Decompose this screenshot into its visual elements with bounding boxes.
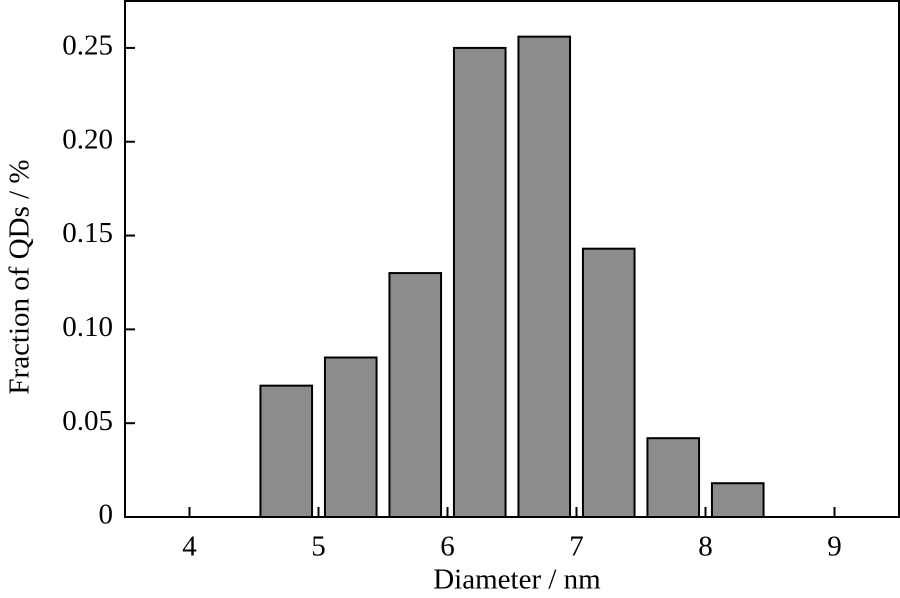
bar (388, 272, 443, 518)
x-tick-label: 9 (827, 531, 842, 563)
x-axis-label: Diameter / nm (433, 564, 601, 596)
bar (581, 247, 636, 518)
y-tick-label: 0.05 (62, 405, 113, 437)
plot-frame (124, 0, 900, 518)
y-tick-label: 0.20 (62, 123, 113, 155)
bar (452, 46, 507, 519)
y-axis-label: Fraction of QDs / % (4, 159, 36, 394)
x-tick-label: 8 (698, 531, 713, 563)
bar (323, 356, 378, 518)
x-tick-label: 5 (311, 531, 326, 563)
y-tick-label: 0.25 (62, 30, 113, 62)
x-tick-label: 7 (569, 531, 584, 563)
y-tick-label: 0.10 (62, 311, 113, 343)
bar (646, 437, 701, 518)
bar (710, 482, 765, 519)
x-tick-label: 6 (440, 531, 455, 563)
bar (259, 384, 314, 518)
y-tick-label: 0.15 (62, 217, 113, 249)
x-tick-label: 4 (182, 531, 197, 563)
y-tick-label: 0 (99, 499, 114, 531)
bar (517, 35, 572, 518)
